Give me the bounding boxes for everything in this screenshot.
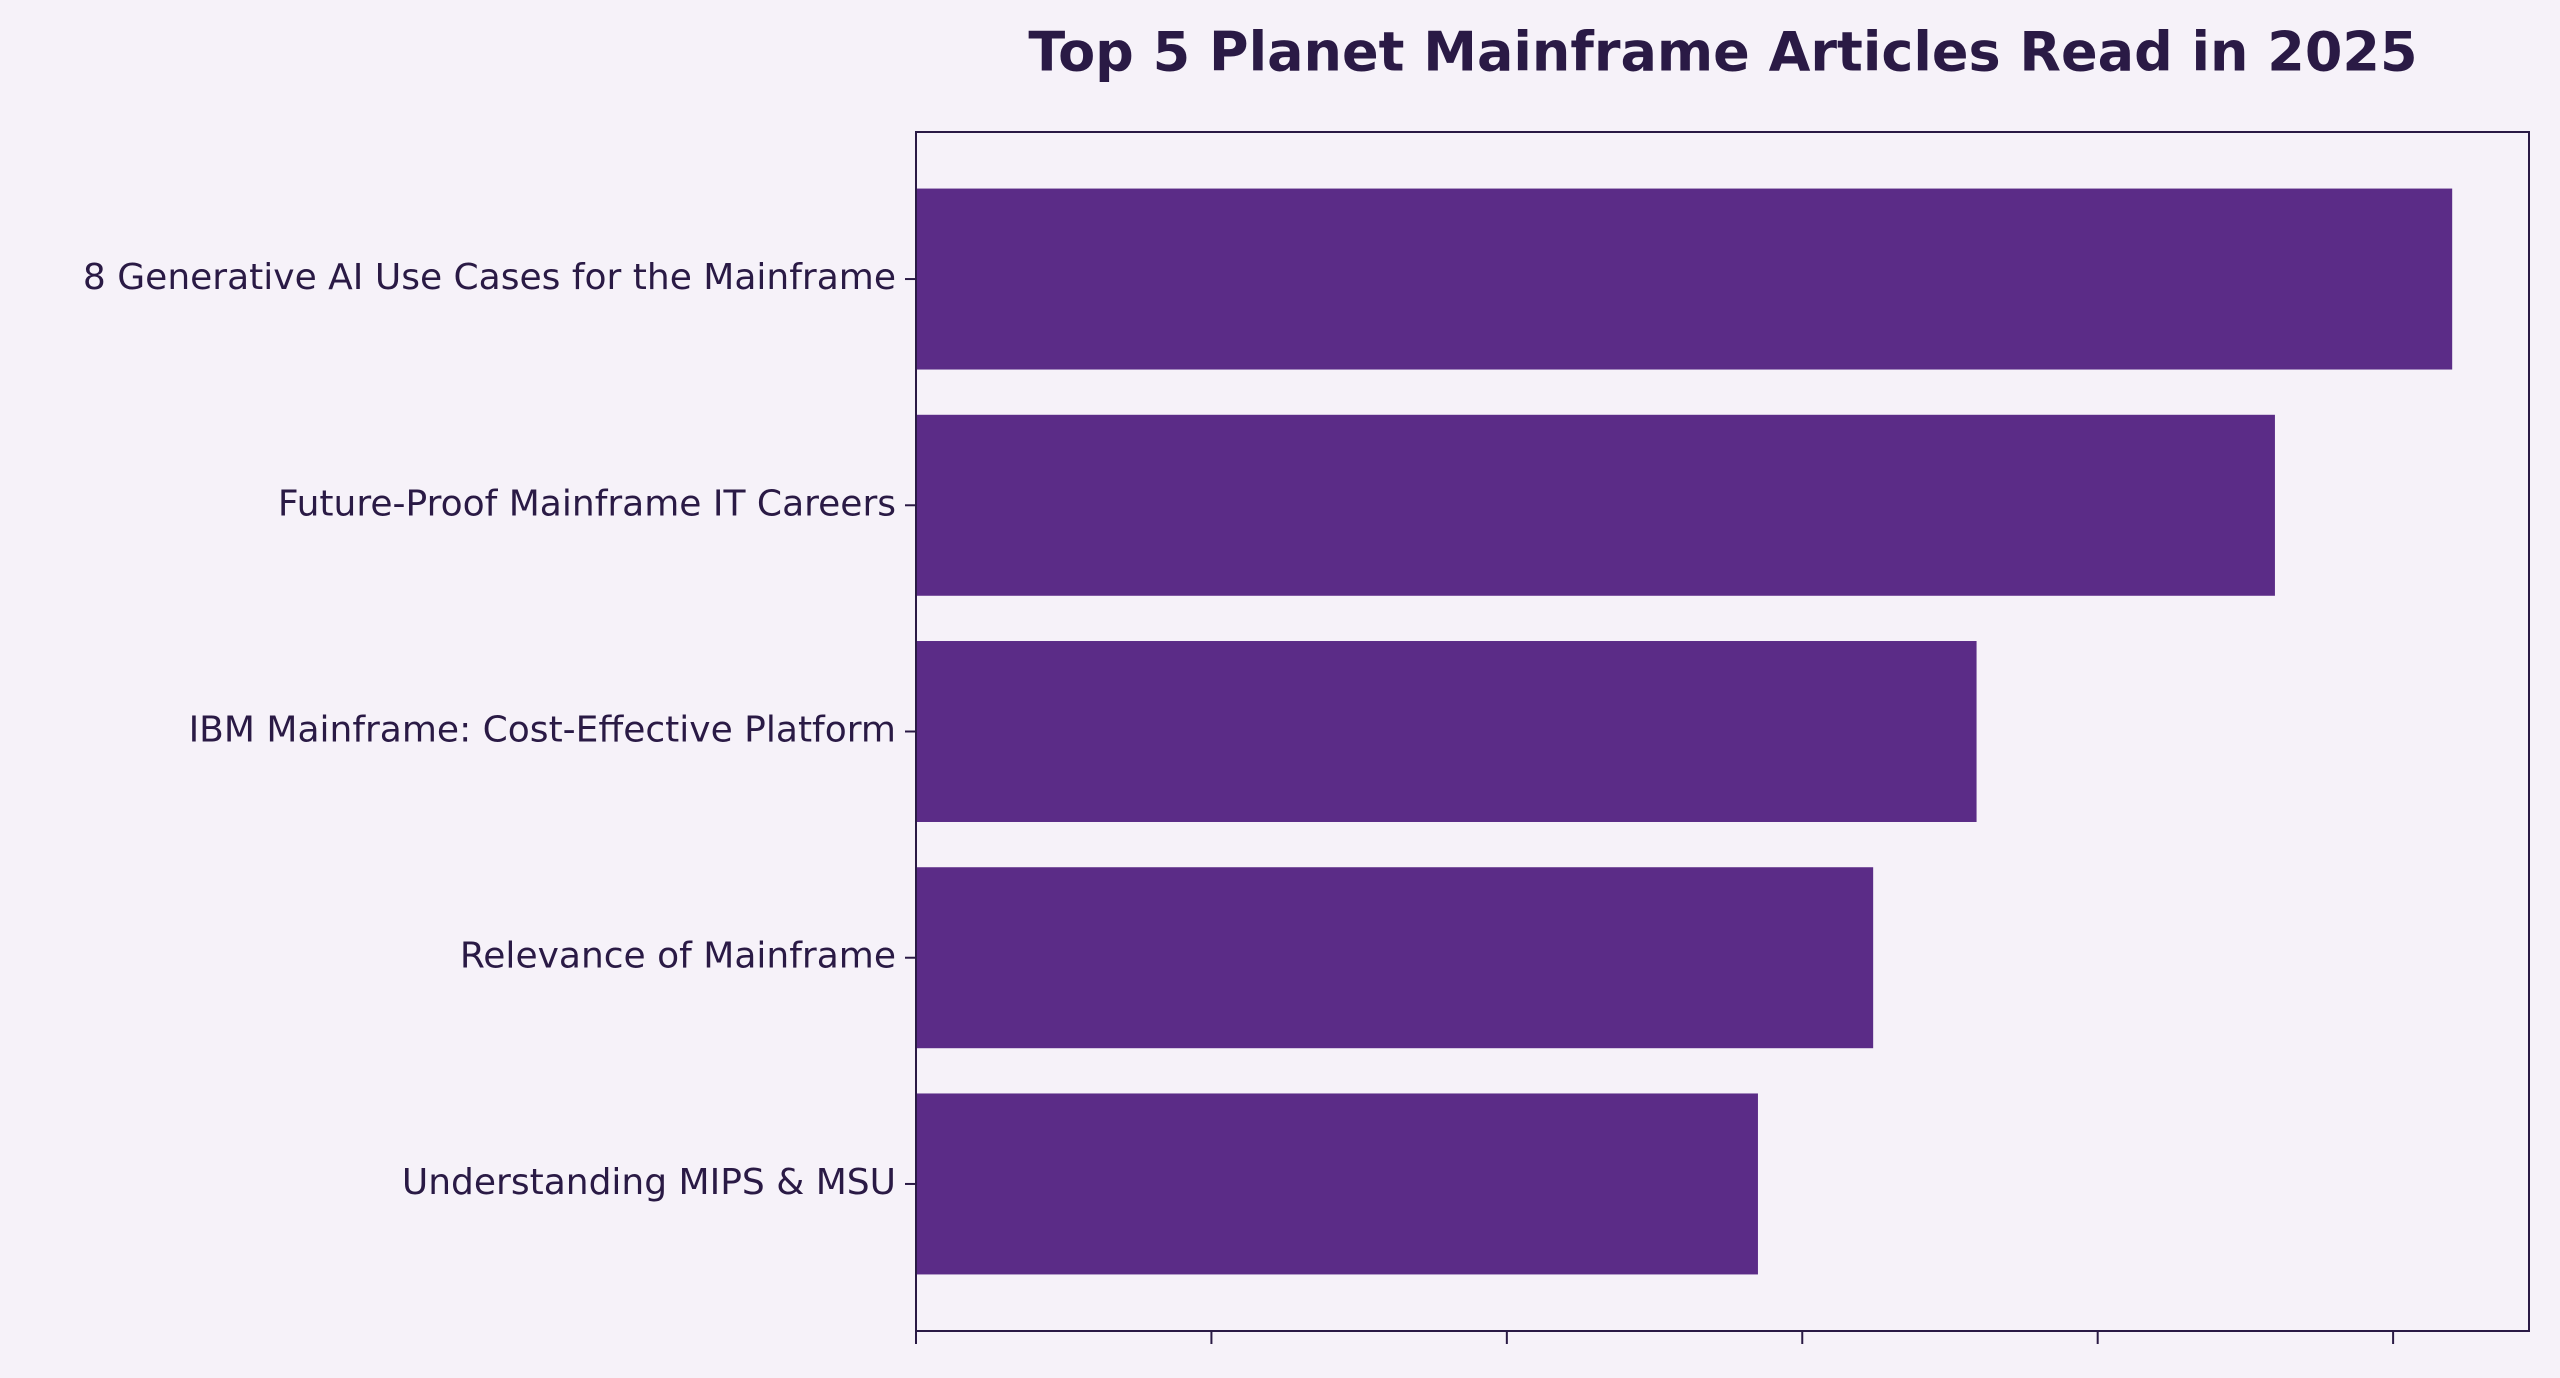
y-tick-label: IBM Mainframe: Cost-Effective Platform (189, 710, 896, 751)
plot-frame (915, 131, 2530, 1332)
y-tick-label: Future-Proof Mainframe IT Careers (278, 483, 896, 524)
bar (916, 188, 2453, 370)
bar (916, 1093, 1758, 1275)
y-tick-label: Relevance of Mainframe (460, 936, 896, 977)
y-tick-label: Understanding MIPS & MSU (402, 1162, 896, 1203)
chart-title: Top 5 Planet Mainframe Articles Read in … (1028, 21, 2417, 84)
y-tick-label: 8 Generative AI Use Cases for the Mainfr… (83, 257, 896, 298)
bar (916, 867, 1874, 1049)
bar (916, 414, 2275, 596)
bar (916, 641, 1977, 822)
